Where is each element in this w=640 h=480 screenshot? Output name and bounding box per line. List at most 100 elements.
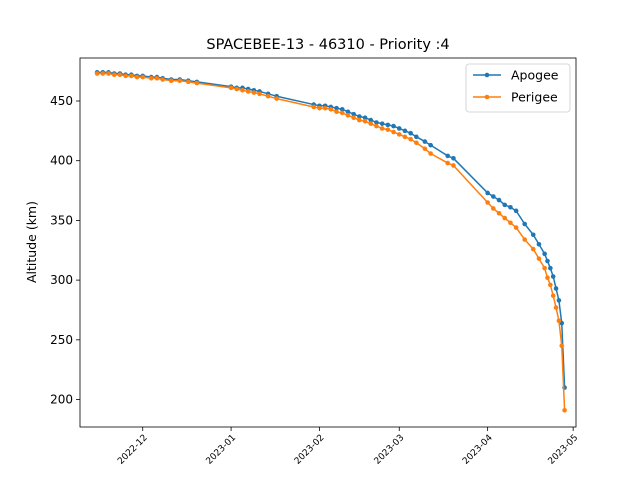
perigee-point xyxy=(542,265,547,271)
perigee-point xyxy=(550,293,556,298)
perigee-point xyxy=(368,121,374,126)
apogee-point xyxy=(550,274,556,279)
perigee-point xyxy=(168,78,174,83)
y-tick-label: 300 xyxy=(50,273,73,287)
perigee-point xyxy=(251,90,257,95)
apogee-point xyxy=(491,194,496,199)
apogee-point xyxy=(391,123,396,129)
perigee-point xyxy=(556,318,562,324)
perigee-point xyxy=(274,96,279,101)
apogee-point xyxy=(414,134,419,140)
perigee-point xyxy=(148,76,154,81)
apogee-point xyxy=(496,197,502,203)
apogee-point xyxy=(536,241,542,247)
apogee-point xyxy=(422,139,428,144)
perigee-point xyxy=(530,246,536,252)
perigee-point xyxy=(134,74,140,80)
perigee-point xyxy=(385,127,391,132)
apogee-point xyxy=(374,120,379,125)
perigee-point xyxy=(322,105,328,111)
apogee-point xyxy=(362,115,368,121)
apogee-point xyxy=(530,232,536,238)
perigee-point xyxy=(106,71,111,76)
perigee-point xyxy=(339,110,345,116)
perigee-point xyxy=(94,71,100,76)
perigee-point xyxy=(265,93,271,99)
perigee-point xyxy=(357,117,362,123)
perigee-point xyxy=(240,87,245,93)
apogee-point xyxy=(513,208,519,214)
series-perigee xyxy=(94,71,567,413)
perigee-point xyxy=(154,76,160,81)
apogee-point xyxy=(408,130,413,136)
perigee-point xyxy=(100,71,106,76)
perigee-point xyxy=(522,237,527,242)
perigee-point xyxy=(374,123,379,129)
plot-frame xyxy=(79,57,577,428)
apogee-point xyxy=(351,111,356,117)
perigee-point xyxy=(508,220,513,226)
perigee-point xyxy=(129,73,134,79)
y-tick-label: 350 xyxy=(50,213,73,227)
series-layer xyxy=(94,70,567,413)
series-apogee xyxy=(94,70,567,390)
perigee-point xyxy=(428,151,433,156)
y-axis-label: Altitude (km) xyxy=(24,201,39,283)
perigee-point xyxy=(536,256,542,261)
perigee-point xyxy=(228,85,234,91)
perigee-point xyxy=(559,343,565,349)
perigee-point xyxy=(194,80,200,86)
legend-perigee-label: Perigee xyxy=(511,90,558,105)
apogee-point xyxy=(385,122,391,128)
apogee-point xyxy=(357,114,362,119)
y-tick-label: 200 xyxy=(50,393,73,407)
perigee-point xyxy=(245,89,251,94)
y-tick-label: 450 xyxy=(50,94,73,108)
perigee-point xyxy=(117,72,123,78)
legend-apogee-marker xyxy=(484,72,490,78)
perigee-point xyxy=(140,74,146,80)
apogee-point xyxy=(451,156,456,161)
apogee-point xyxy=(445,153,451,159)
perigee-point xyxy=(351,115,356,121)
perigee-point xyxy=(334,109,339,115)
apogee-point xyxy=(502,202,508,208)
y-tick-label: 250 xyxy=(50,333,73,347)
perigee-point xyxy=(362,118,368,124)
legend: Apogee Perigee xyxy=(465,63,571,113)
perigee-point xyxy=(513,225,519,230)
legend-apogee-label: Apogee xyxy=(511,68,559,83)
apogee-point xyxy=(542,251,547,257)
apogee-point xyxy=(556,298,562,303)
apogee-point xyxy=(402,128,408,134)
perigee-point xyxy=(123,73,128,79)
perigee-point xyxy=(562,407,567,413)
perigee-point xyxy=(445,160,451,166)
perigee-point xyxy=(311,104,317,110)
perigee-point xyxy=(396,132,402,137)
perigee-point xyxy=(548,282,553,288)
apogee-point xyxy=(334,105,339,111)
apogee-point xyxy=(379,121,385,126)
legend-box xyxy=(465,63,571,113)
perigee-point xyxy=(234,86,240,92)
perigee-point xyxy=(502,215,508,221)
perigee-point xyxy=(545,275,550,281)
perigee-point xyxy=(111,72,117,78)
apogee-point xyxy=(368,117,374,123)
apogee-line xyxy=(97,71,566,388)
perigee-point xyxy=(379,126,385,131)
perigee-point xyxy=(496,210,502,216)
chart-title: SPACEBEE-13 - 46310 - Priority :4 xyxy=(206,37,449,53)
y-axis-ticks: 200 250 300 350 400 450 xyxy=(50,94,80,407)
apogee-point xyxy=(553,286,559,291)
perigee-point xyxy=(402,134,408,140)
perigee-point xyxy=(317,105,322,111)
apogee-point xyxy=(428,142,433,148)
perigee-point xyxy=(257,91,262,97)
perigee-point xyxy=(328,107,334,112)
apogee-point xyxy=(522,221,527,227)
perigee-point xyxy=(485,200,490,205)
perigee-point xyxy=(160,77,165,82)
